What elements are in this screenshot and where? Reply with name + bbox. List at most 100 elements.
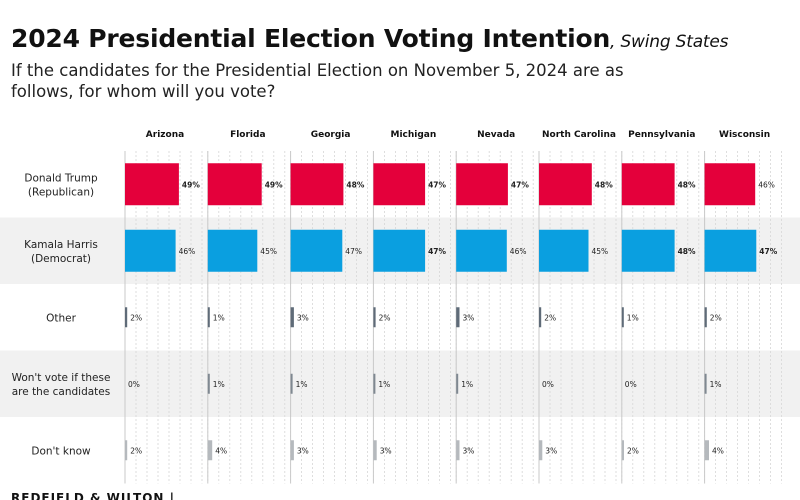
bar-other-pennsylvania xyxy=(621,307,624,328)
value-label-won-t-vote-if-these-are-the-candidates-pennsylvania: 0% xyxy=(625,380,637,389)
value-label-kamala-harris-democrat-georgia: 47% xyxy=(345,247,362,256)
row-shade-won-t-vote-if-these-are-the-candidates xyxy=(0,350,800,417)
bar-donald-trump-republican-pennsylvania xyxy=(621,163,675,206)
value-label-other-arizona: 2% xyxy=(130,313,142,322)
value-label-don-t-know-michigan: 3% xyxy=(380,446,392,455)
bar-other-georgia xyxy=(290,307,294,328)
bar-won-t-vote-if-these-are-the-candidates-florida xyxy=(207,373,210,394)
value-label-kamala-harris-democrat-michigan: 47% xyxy=(428,247,446,256)
bar-other-arizona xyxy=(125,307,128,328)
value-label-won-t-vote-if-these-are-the-candidates-florida: 1% xyxy=(213,380,225,389)
bar-donald-trump-republican-wisconsin xyxy=(704,163,756,206)
bar-kamala-harris-democrat-nevada xyxy=(456,229,507,272)
value-label-won-t-vote-if-these-are-the-candidates-arizona: 0% xyxy=(128,380,140,389)
value-label-donald-trump-republican-florida: 49% xyxy=(265,180,283,189)
bar-won-t-vote-if-these-are-the-candidates-nevada xyxy=(456,373,459,394)
value-label-donald-trump-republican-north-carolina: 48% xyxy=(595,180,613,189)
value-label-won-t-vote-if-these-are-the-candidates-north-carolina: 0% xyxy=(542,380,554,389)
value-label-other-georgia: 3% xyxy=(297,313,309,322)
row-label-other: Other xyxy=(46,312,76,324)
bar-kamala-harris-democrat-pennsylvania xyxy=(621,229,675,272)
state-header-georgia: Georgia xyxy=(311,130,351,140)
state-header-nevada: Nevada xyxy=(477,130,515,140)
value-label-donald-trump-republican-arizona: 49% xyxy=(182,180,200,189)
row-label-won-t-vote-if-these-are-the-candidates: are the candidates xyxy=(12,386,110,398)
row-label-won-t-vote-if-these-are-the-candidates: Won't vote if these xyxy=(12,372,111,384)
value-label-don-t-know-georgia: 3% xyxy=(297,446,309,455)
value-label-donald-trump-republican-georgia: 48% xyxy=(346,180,364,189)
bar-donald-trump-republican-florida xyxy=(207,163,262,206)
value-label-won-t-vote-if-these-are-the-candidates-wisconsin: 1% xyxy=(710,380,722,389)
state-header-florida: Florida xyxy=(230,130,265,140)
bar-kamala-harris-democrat-north-carolina xyxy=(539,229,589,272)
value-label-won-t-vote-if-these-are-the-candidates-georgia: 1% xyxy=(296,380,308,389)
bar-don-t-know-michigan xyxy=(373,440,377,461)
state-header-arizona: Arizona xyxy=(146,130,184,140)
value-label-kamala-harris-democrat-florida: 45% xyxy=(260,247,277,256)
value-label-other-wisconsin: 2% xyxy=(710,313,722,322)
value-label-kamala-harris-democrat-pennsylvania: 48% xyxy=(678,247,696,256)
chart-title-suffix: , Swing States xyxy=(610,32,729,52)
bar-won-t-vote-if-these-are-the-candidates-georgia xyxy=(290,373,293,394)
value-label-donald-trump-republican-michigan: 47% xyxy=(428,180,446,189)
bar-other-michigan xyxy=(373,307,376,328)
bar-don-t-know-pennsylvania xyxy=(621,440,624,461)
bar-other-wisconsin xyxy=(704,307,707,328)
value-label-kamala-harris-democrat-north-carolina: 45% xyxy=(592,247,609,256)
value-label-don-t-know-north-carolina: 3% xyxy=(545,446,557,455)
bar-won-t-vote-if-these-are-the-candidates-wisconsin xyxy=(704,373,707,394)
chart-title: 2024 Presidential Election Voting Intent… xyxy=(11,23,729,58)
bar-donald-trump-republican-michigan xyxy=(373,163,426,206)
bar-don-t-know-florida xyxy=(207,440,213,461)
row-label-kamala-harris-democrat: Kamala Harris xyxy=(24,239,98,251)
value-label-don-t-know-florida: 4% xyxy=(215,446,227,455)
value-label-kamala-harris-democrat-arizona: 46% xyxy=(179,247,196,256)
value-label-donald-trump-republican-nevada: 47% xyxy=(511,180,529,189)
bar-other-north-carolina xyxy=(539,307,542,328)
bar-don-t-know-wisconsin xyxy=(704,440,709,461)
value-label-other-florida: 1% xyxy=(213,313,225,322)
value-label-other-michigan: 2% xyxy=(379,313,391,322)
value-label-donald-trump-republican-pennsylvania: 48% xyxy=(678,180,696,189)
row-label-donald-trump-republican: (Republican) xyxy=(28,186,94,198)
value-label-other-pennsylvania: 1% xyxy=(627,313,639,322)
value-label-don-t-know-arizona: 2% xyxy=(130,446,142,455)
bar-other-nevada xyxy=(456,307,460,328)
bar-other-florida xyxy=(207,307,210,328)
value-label-kamala-harris-democrat-nevada: 46% xyxy=(510,247,527,256)
bar-kamala-harris-democrat-wisconsin xyxy=(704,229,757,272)
bar-don-t-know-arizona xyxy=(125,440,128,461)
state-header-north-carolina: North Carolina xyxy=(542,130,616,140)
chart-title-main: 2024 Presidential Election Voting Intent… xyxy=(11,24,611,53)
bar-don-t-know-nevada xyxy=(456,440,460,461)
bar-don-t-know-georgia xyxy=(290,440,294,461)
row-label-kamala-harris-democrat: (Democrat) xyxy=(31,253,91,265)
bar-donald-trump-republican-north-carolina xyxy=(539,163,592,206)
row-label-donald-trump-republican: Donald Trump xyxy=(24,172,98,184)
value-label-won-t-vote-if-these-are-the-candidates-nevada: 1% xyxy=(461,380,473,389)
value-label-other-nevada: 3% xyxy=(463,313,475,322)
bar-kamala-harris-democrat-arizona xyxy=(125,229,176,272)
value-label-don-t-know-pennsylvania: 2% xyxy=(627,446,639,455)
source-credit: REDFIELD & WILTON | xyxy=(11,491,176,500)
bar-kamala-harris-democrat-georgia xyxy=(290,229,343,272)
state-header-michigan: Michigan xyxy=(391,130,437,140)
value-label-don-t-know-wisconsin: 4% xyxy=(712,446,724,455)
state-header-wisconsin: Wisconsin xyxy=(719,130,770,140)
bar-donald-trump-republican-georgia xyxy=(290,163,344,206)
bar-kamala-harris-democrat-michigan xyxy=(373,229,426,272)
bar-donald-trump-republican-nevada xyxy=(456,163,508,206)
bar-don-t-know-north-carolina xyxy=(539,440,543,461)
bar-won-t-vote-if-these-are-the-candidates-michigan xyxy=(373,373,376,394)
value-label-other-north-carolina: 2% xyxy=(544,313,556,322)
row-label-don-t-know: Don't know xyxy=(31,445,91,457)
value-label-won-t-vote-if-these-are-the-candidates-michigan: 1% xyxy=(378,380,390,389)
survey-question: If the candidates for the Presidential E… xyxy=(11,61,624,101)
state-header-pennsylvania: Pennsylvania xyxy=(628,130,695,140)
value-label-don-t-know-nevada: 3% xyxy=(463,446,475,455)
bar-donald-trump-republican-arizona xyxy=(125,163,179,206)
bar-kamala-harris-democrat-florida xyxy=(207,229,258,272)
value-label-donald-trump-republican-wisconsin: 46% xyxy=(758,180,775,189)
